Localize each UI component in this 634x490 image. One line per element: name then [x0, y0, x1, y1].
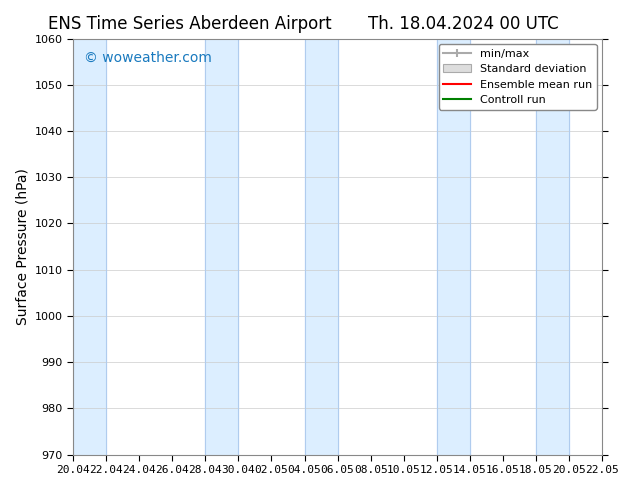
Text: Th. 18.04.2024 00 UTC: Th. 18.04.2024 00 UTC: [368, 15, 558, 33]
Text: ENS Time Series Aberdeen Airport: ENS Time Series Aberdeen Airport: [48, 15, 332, 33]
Bar: [536, 39, 569, 455]
Bar: [437, 39, 470, 455]
Y-axis label: Surface Pressure (hPa): Surface Pressure (hPa): [15, 168, 29, 325]
Bar: [205, 39, 238, 455]
Bar: [304, 39, 338, 455]
Text: © woweather.com: © woweather.com: [84, 51, 212, 65]
Bar: [73, 39, 106, 455]
Legend: min/max, Standard deviation, Ensemble mean run, Controll run: min/max, Standard deviation, Ensemble me…: [439, 44, 597, 110]
